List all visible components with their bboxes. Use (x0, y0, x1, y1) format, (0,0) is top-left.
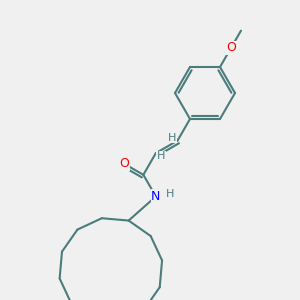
Text: H: H (166, 189, 174, 200)
Text: H: H (157, 151, 165, 161)
Text: H: H (168, 133, 177, 142)
Text: O: O (226, 41, 236, 55)
Text: N: N (151, 190, 160, 203)
Text: O: O (119, 157, 129, 170)
